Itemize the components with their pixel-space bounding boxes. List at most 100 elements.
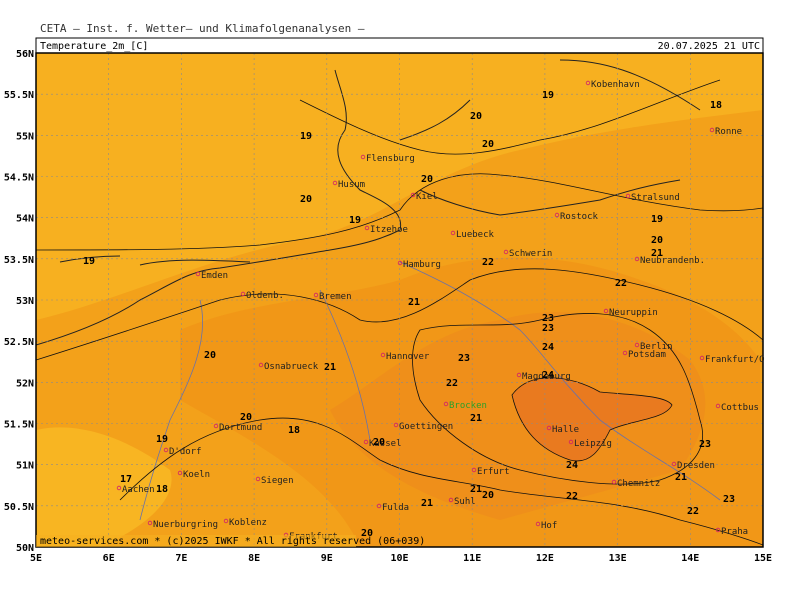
city-label: Koblenz (229, 518, 267, 528)
city-dot (603, 308, 609, 314)
city-dot (634, 342, 640, 348)
city-dot (715, 527, 721, 533)
city-label: Schwerin (509, 249, 552, 259)
contour-label: 24 (542, 342, 554, 353)
city-label: Nuerburgring (153, 520, 218, 530)
city-dot (634, 256, 640, 262)
lon-label: 12E (536, 553, 554, 564)
city-dot (471, 467, 477, 473)
contour-label: 21 (651, 248, 663, 259)
lat-label: 56N (16, 49, 34, 60)
city-dot (535, 521, 541, 527)
city-dot (546, 425, 552, 431)
lon-label: 13E (609, 553, 627, 564)
city-label: Chemnitz (617, 479, 660, 489)
contour-label: 18 (710, 100, 722, 111)
contour-label: 23 (458, 353, 470, 364)
contour-label: 19 (83, 256, 95, 267)
city-label: Rostock (560, 212, 599, 222)
header: CETA – Inst. f. Wetter– und Klimafolgena… (40, 22, 365, 35)
lat-label: 51N (16, 461, 34, 472)
city-label: Neuruppin (609, 308, 658, 318)
city-dot (622, 350, 628, 356)
city-label: Berlin (640, 342, 673, 352)
city-label: Goettingen (399, 422, 453, 432)
lat-label: 50N (16, 543, 34, 554)
city-label: Dresden (677, 461, 715, 471)
contour-label: 21 (470, 413, 482, 424)
city-dot (443, 401, 449, 407)
contour-label: 23 (542, 313, 554, 324)
city-label: Bremen (319, 292, 352, 302)
city-dot (516, 372, 522, 378)
city-dot (448, 497, 454, 503)
lon-label: 15E (754, 553, 772, 564)
city-label: Frankfurt/O (705, 355, 765, 365)
city-dot (177, 470, 183, 476)
city-dot (213, 423, 219, 429)
lon-label: 14E (681, 553, 699, 564)
contour-label: 20 (470, 111, 482, 122)
lon-label: 7E (175, 553, 187, 564)
city-dot (195, 271, 201, 277)
contour-label: 23 (699, 439, 711, 450)
city-label: Stralsund (631, 193, 680, 203)
lat-label: 53.5N (4, 255, 34, 266)
lat-label: 50.5N (4, 502, 34, 513)
contour-label: 19 (349, 215, 361, 226)
city-label: Hannover (386, 352, 430, 362)
footer-bg (36, 535, 356, 547)
lat-label: 54N (16, 214, 34, 225)
contour-label: 21 (421, 498, 433, 509)
contour-label: 20 (361, 528, 373, 539)
city-label: Potsdam (628, 350, 666, 360)
lat-label: 54.5N (4, 173, 34, 184)
contour-label: 21 (675, 472, 687, 483)
city-label: Erfurt (477, 467, 510, 477)
city-dot (380, 352, 386, 358)
city-label: Itzehoe (370, 225, 408, 235)
lat-label: 55N (16, 131, 34, 142)
city-dot (376, 503, 382, 509)
city-label: Emden (201, 271, 228, 281)
city-dot (364, 225, 370, 231)
city-dot (450, 230, 456, 236)
field-hot (512, 377, 672, 461)
city-label: Magdeburg (522, 372, 571, 382)
contour-label: 23 (723, 494, 735, 505)
city-label: D'dorf (169, 447, 202, 457)
city-label: Dortmund (219, 423, 262, 433)
lat-label: 53N (16, 296, 34, 307)
city-label: Fulda (382, 503, 409, 513)
city-label: Kobenhavn (591, 80, 640, 90)
city-dot (240, 291, 246, 297)
contour-label: 22 (446, 378, 458, 389)
city-dot (255, 476, 261, 482)
variable-label: Temperature_2m_[C] (40, 41, 148, 52)
city-label: Brocken (449, 401, 487, 411)
city-dot (363, 439, 369, 445)
city-label: Oldenb. (246, 291, 284, 301)
city-label: Hof (541, 521, 557, 531)
contour-label: 20 (421, 174, 433, 185)
city-label: Halle (552, 425, 579, 435)
city-dot (410, 192, 416, 198)
lon-label: 6E (103, 553, 115, 564)
contour-label: 22 (566, 491, 578, 502)
lat-label: 52.5N (4, 337, 34, 348)
lat-label: 55.5N (4, 90, 34, 101)
city-dot (332, 180, 338, 186)
city-dot (397, 260, 403, 266)
contour-label: 20 (482, 490, 494, 501)
city-label: Neubrandenb. (640, 256, 705, 266)
field-warmer (330, 312, 706, 520)
contour-label: 21 (470, 484, 482, 495)
contour-label: 24 (542, 370, 554, 381)
contour-label: 23 (542, 323, 554, 334)
contour-label: 24 (566, 460, 578, 471)
city-label: Leipzig (574, 439, 612, 449)
contour-label: 20 (240, 412, 252, 423)
city-label: Cottbus (721, 403, 759, 413)
city-label: Kassel (369, 439, 402, 449)
